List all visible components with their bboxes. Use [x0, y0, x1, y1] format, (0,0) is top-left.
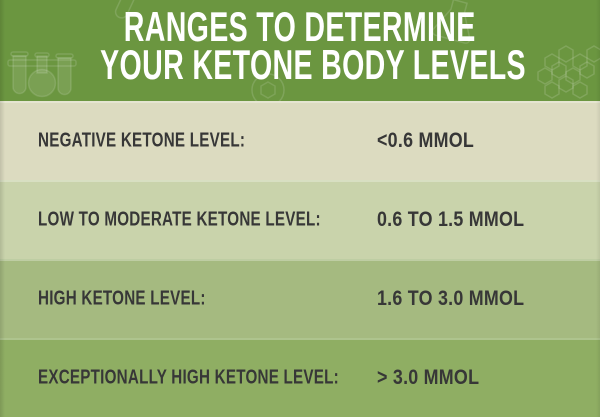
table-row-negative: NEGATIVE KETONE LEVEL: <0.6 MMOL — [0, 101, 600, 180]
page-title: RANGES TO DETERMINE YOUR KETONE BODY LEV… — [0, 0, 600, 88]
title-line-2: YOUR KETONE BODY LEVELS — [100, 41, 526, 88]
left-edge-shadow — [0, 0, 5, 417]
row-value: <0.6 MMOL — [377, 128, 475, 152]
right-edge-shadow — [596, 0, 600, 417]
row-value: 0.6 TO 1.5 MMOL — [377, 207, 525, 231]
table-row-exceptionally-high: EXCEPTIONALLY HIGH KETONE LEVEL: > 3.0 M… — [0, 338, 600, 417]
table-row-high: HIGH KETONE LEVEL: 1.6 TO 3.0 MMOL — [0, 259, 600, 338]
header-banner: RANGES TO DETERMINE YOUR KETONE BODY LEV… — [0, 0, 600, 101]
row-label: EXCEPTIONALLY HIGH KETONE LEVEL: — [38, 366, 339, 388]
table-row-low-to-moderate: LOW TO MODERATE KETONE LEVEL: 0.6 TO 1.5… — [0, 180, 600, 259]
ketone-range-table: NEGATIVE KETONE LEVEL: <0.6 MMOL LOW TO … — [0, 101, 600, 417]
row-label: NEGATIVE KETONE LEVEL: — [38, 129, 246, 151]
title-line-1: RANGES TO DETERMINE — [124, 3, 476, 50]
row-value: 1.6 TO 3.0 MMOL — [377, 286, 525, 310]
row-label: HIGH KETONE LEVEL: — [38, 287, 206, 309]
row-label: LOW TO MODERATE KETONE LEVEL: — [38, 208, 321, 230]
row-value: > 3.0 MMOL — [377, 365, 480, 389]
